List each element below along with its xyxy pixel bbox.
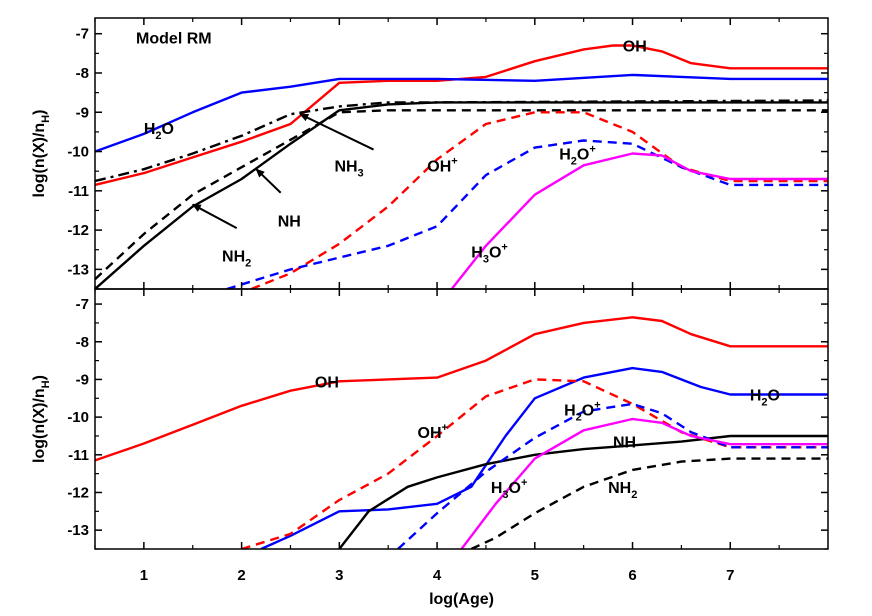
y-tick-label: -8: [76, 334, 89, 351]
series-annotation: H2O: [750, 388, 780, 409]
series-annotation: OH: [315, 374, 339, 391]
x-tick-label: 4: [433, 567, 442, 584]
top-series-nh-line: [95, 101, 828, 289]
y-tick-label: -12: [67, 484, 89, 501]
panel-title: Model RM: [136, 31, 212, 48]
series-annotation: H2O+: [564, 400, 601, 424]
series-annotation: NH: [613, 435, 636, 452]
top-series-nh2-line: [95, 109, 828, 281]
x-tick-label: 1: [140, 567, 148, 584]
x-tick-label: 6: [628, 567, 636, 584]
top-series-h2o-line: [95, 73, 828, 153]
y-tick-label: -13: [67, 522, 89, 539]
y-tick-label: -9: [76, 371, 89, 388]
bottom-series-oh-plus-line: [241, 378, 828, 549]
top-series-oh-line: [95, 44, 828, 187]
annotation-arrow: [299, 113, 374, 151]
y-tick-label: -13: [67, 261, 89, 278]
x-tick-label: 2: [237, 567, 245, 584]
top-series-group: [95, 44, 828, 289]
series-annotation: OH: [623, 38, 647, 55]
series-annotation: NH2: [222, 249, 251, 270]
x-tick-label: 7: [726, 567, 734, 584]
bottom-series-nh-line: [338, 434, 828, 549]
y-tick-label: -11: [68, 183, 89, 200]
top-series-h2o-plus-line: [226, 139, 828, 289]
x-tick-label: 5: [531, 567, 539, 584]
series-annotation: NH: [278, 213, 301, 230]
bottom-panel: -7 -8 -9 -10 -11 -12 -13 log(n(X)/nH) OH H2O OH+ H2…: [31, 288, 829, 550]
y-axis-title: log(n(X)/nH): [31, 375, 52, 463]
y-axis-title: log(n(X)/nH): [31, 110, 52, 198]
series-annotation: NH2: [608, 480, 637, 501]
y-tick-label: -10: [67, 409, 89, 426]
bottom-series-oh-line: [95, 316, 828, 462]
y-tick-label: -11: [68, 447, 89, 464]
series-annotation: H3O+: [491, 477, 528, 501]
y-tick-label: -9: [76, 104, 89, 121]
x-axis-title: log(Age): [429, 591, 494, 608]
y-tick-label: -7: [76, 26, 89, 43]
bottom-series-nh2-line: [470, 457, 828, 549]
bottom-series-group: [95, 316, 828, 549]
series-annotation: H2O: [144, 121, 174, 142]
bottom-series-h2o-line: [260, 366, 828, 549]
top-series-oh-plus-line: [250, 111, 828, 289]
series-annotation: H2O+: [559, 144, 596, 168]
bottom-series-h2o-plus-line: [397, 402, 828, 549]
series-annotation: H3O+: [471, 242, 508, 266]
series-annotation: NH3: [334, 158, 363, 179]
bottom-series-h3o-plus-line: [460, 417, 828, 549]
annotation-arrow: [191, 203, 238, 230]
y-tick-label: -8: [76, 65, 89, 82]
series-annotation: OH+: [418, 422, 448, 442]
bottom-frame: [94, 288, 829, 550]
y-tick-label: -10: [67, 144, 89, 161]
y-tick-label: -12: [67, 222, 89, 239]
annotation-arrow: [255, 168, 282, 194]
x-tick-label: 3: [335, 567, 343, 584]
top-series-h3o-plus-line: [450, 152, 828, 289]
series-annotation: OH+: [427, 155, 457, 175]
y-tick-label: -7: [76, 296, 89, 313]
top-panel: -7 -8 -9 -10 -11 -12 -13 Model RM log(n(X)/nH) OH…: [31, 17, 829, 290]
